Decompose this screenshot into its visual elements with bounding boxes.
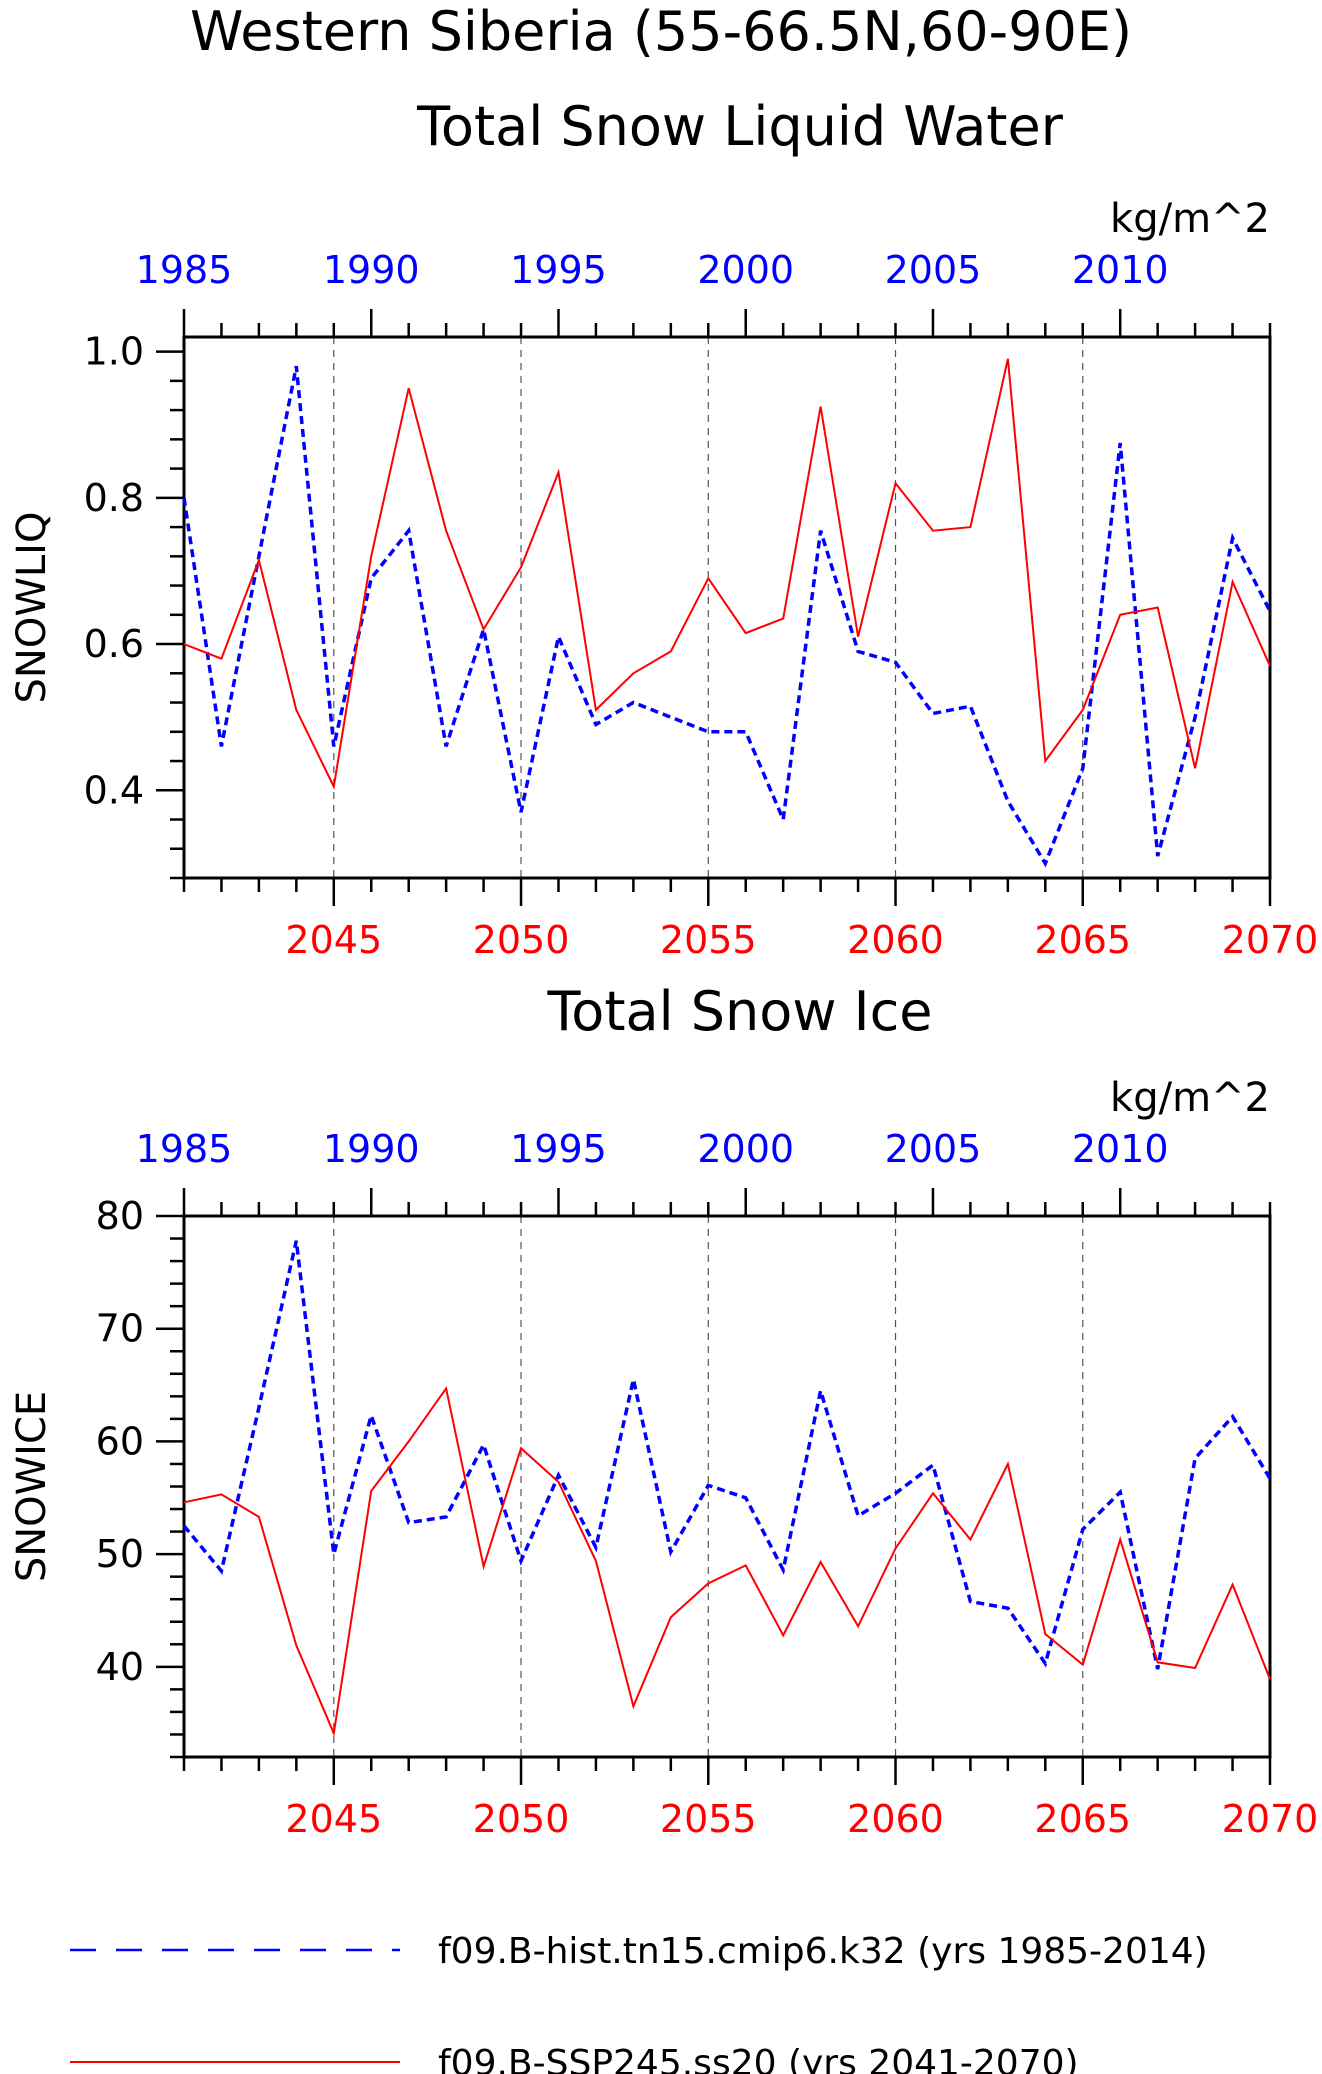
x-bottom-tick-label: 2055 xyxy=(660,1797,757,1841)
y-tick-label: 40 xyxy=(96,1645,144,1689)
x-top-tick-label: 1985 xyxy=(136,1127,233,1171)
y-tick-label: 1.0 xyxy=(84,330,144,374)
figure-title: Western Siberia (55-66.5N,60-90E) xyxy=(190,0,1132,63)
y-tick-label: 0.6 xyxy=(84,622,144,666)
legend-label: f09.B-SSP245.ss20 (yrs 2041-2070) xyxy=(438,2043,1079,2074)
units-label: kg/m^2 xyxy=(1110,196,1270,242)
x-bottom-tick-label: 2055 xyxy=(660,918,757,962)
x-bottom-tick-label: 2050 xyxy=(473,1797,570,1841)
x-top-tick-label: 2005 xyxy=(885,1127,982,1171)
panel-snowliq: Total Snow Liquid Water kg/m^2 2045 2050 205… xyxy=(9,95,1318,962)
x-top-tick-label: 2010 xyxy=(1072,248,1169,292)
x-top-tick-label: 2005 xyxy=(885,248,982,292)
x-top-tick-label: 2000 xyxy=(697,248,794,292)
y-tick-label: 70 xyxy=(96,1307,144,1351)
x-top-tick-label: 1985 xyxy=(136,248,233,292)
series-line-hist xyxy=(182,1240,1272,1670)
panel-title: Total Snow Ice xyxy=(547,980,933,1043)
x-bottom-tick-label: 2045 xyxy=(285,1797,382,1841)
x-bottom-tick-label: 2045 xyxy=(285,918,382,962)
x-top-tick-label: 1995 xyxy=(510,1127,607,1171)
x-top-tick-label: 1995 xyxy=(510,248,607,292)
series-line-ssp xyxy=(183,1385,1271,1737)
y-tick-label: 80 xyxy=(96,1194,144,1238)
y-tick-label: 0.4 xyxy=(84,768,144,812)
legend-label: f09.B-hist.tn15.cmip6.k32 (yrs 1985-2014… xyxy=(438,1931,1208,1972)
legend: f09.B-hist.tn15.cmip6.k32 (yrs 1985-2014… xyxy=(70,1931,1208,2074)
x-bottom-tick-label: 2065 xyxy=(1034,1797,1131,1841)
panel-snowice: Total Snow Ice kg/m^2 2045 2050 2055 2060 2065… xyxy=(9,980,1318,1841)
x-bottom-tick-label: 2060 xyxy=(847,1797,944,1841)
x-top-tick-label: 1990 xyxy=(323,248,420,292)
y-tick-label: 60 xyxy=(96,1419,144,1463)
x-top-tick-label: 1990 xyxy=(323,1127,420,1171)
x-bottom-tick-label: 2070 xyxy=(1222,918,1319,962)
y-tick-label: 50 xyxy=(96,1532,144,1576)
x-bottom-tick-label: 2065 xyxy=(1034,918,1131,962)
x-bottom-tick-label: 2070 xyxy=(1222,1797,1319,1841)
series-line-hist xyxy=(182,365,1272,868)
panel-title: Total Snow Liquid Water xyxy=(416,95,1064,158)
x-bottom-tick-label: 2060 xyxy=(847,918,944,962)
plot-frame xyxy=(182,335,1272,880)
series-line-ssp xyxy=(183,358,1271,790)
y-tick-label: 0.8 xyxy=(84,476,144,520)
y-axis-label: SNOWICE xyxy=(9,1391,55,1582)
x-top-tick-label: 2000 xyxy=(697,1127,794,1171)
plot-frame xyxy=(182,1214,1272,1759)
x-bottom-tick-label: 2050 xyxy=(473,918,570,962)
x-top-tick-label: 2010 xyxy=(1072,1127,1169,1171)
y-axis-label: SNOWLIQ xyxy=(9,512,55,704)
units-label: kg/m^2 xyxy=(1110,1075,1270,1121)
